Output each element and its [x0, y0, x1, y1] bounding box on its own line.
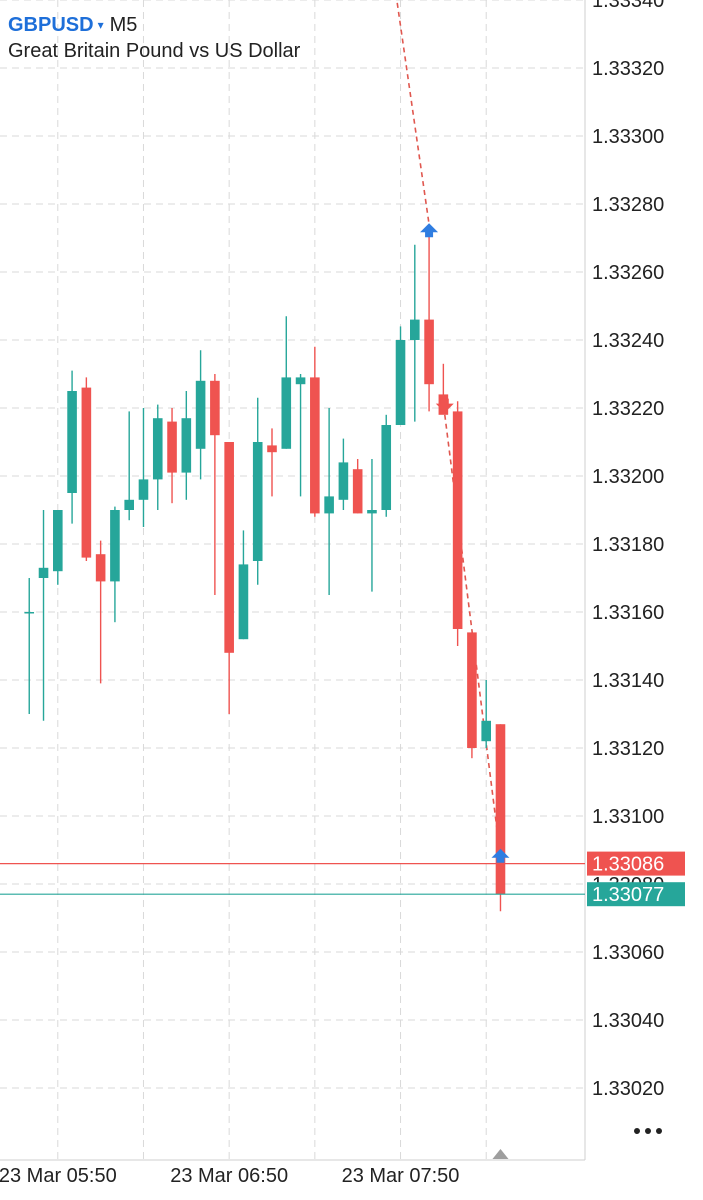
y-tick-label: 1.33160: [592, 602, 664, 624]
grid-lines: [0, 0, 586, 1161]
x-tick-label: 23 Mar 05:50: [0, 1165, 117, 1187]
buy-arrow-icon: [420, 223, 439, 238]
x-tick-label: 23 Mar 06:50: [170, 1165, 288, 1187]
candle-body-bullish: [138, 479, 149, 500]
y-tick-label: 1.33280: [592, 194, 664, 216]
x-tick-label: 23 Mar 07:50: [342, 1165, 460, 1187]
buy-arrow-icon: [491, 848, 510, 863]
trade-markers: [420, 223, 510, 863]
triangle-up-icon[interactable]: [492, 1149, 509, 1159]
candle-body-bearish: [352, 469, 363, 514]
candle-body-bullish: [53, 510, 63, 572]
price-axis[interactable]: 1.33340 1.33320 1.33300 1.33280 1.33260 1.332…: [592, 0, 664, 1100]
more-dots-icon[interactable]: [624, 1116, 672, 1146]
candle-body-bearish: [95, 554, 106, 582]
candle-body-bullish: [238, 564, 249, 640]
dot: [656, 1128, 662, 1134]
candle-body-bearish: [224, 442, 234, 653]
y-tick-label: 1.33300: [592, 126, 664, 148]
y-tick-label: 1.33240: [592, 330, 664, 352]
candle-body-bullish: [338, 462, 349, 500]
y-tick-label: 1.33260: [592, 262, 664, 284]
candle-body-bullish: [367, 510, 377, 514]
candle-body-bullish: [324, 496, 334, 514]
trade-connection-line: [395, 0, 430, 225]
candle-body-bearish: [424, 319, 434, 385]
chevron-down-icon[interactable]: ▾: [97, 18, 104, 32]
candle-body-bearish: [81, 387, 92, 558]
price-lines: [0, 862, 585, 895]
candle-body-bullish: [395, 340, 406, 425]
candle-body-bullish: [281, 377, 292, 449]
y-tick-label: 1.33200: [592, 466, 664, 488]
candle-body-bearish: [452, 411, 463, 629]
sell-arrow-icon: [435, 398, 454, 413]
timeframe-label[interactable]: M5: [109, 14, 138, 36]
y-tick-label: 1.33040: [592, 1010, 664, 1032]
candle-body-bullish: [38, 567, 49, 578]
price-tags: 1.33086 1.33077: [587, 851, 685, 907]
bid-price-tag: [587, 851, 685, 876]
candle-body-bearish: [167, 421, 177, 473]
candle-body-bullish: [295, 377, 306, 385]
candle-body-bullish: [381, 425, 392, 510]
time-axis[interactable]: 23 Mar 05:50 23 Mar 06:50 23 Mar 07:50: [0, 1149, 509, 1187]
y-tick-label: 1.33020: [592, 1078, 664, 1100]
candle-body-bullish: [110, 510, 120, 582]
candle-body-bearish: [310, 377, 320, 514]
y-tick-label: 1.33180: [592, 534, 664, 556]
candle-body-bullish: [124, 499, 134, 510]
candle-body-bearish: [267, 445, 277, 453]
candle-body-bearish: [495, 724, 506, 895]
candle-body-bullish: [181, 418, 192, 473]
y-tick-label: 1.33220: [592, 398, 664, 420]
candle-body-bullish: [67, 391, 77, 493]
bid-price-text: 1.33086: [592, 854, 664, 876]
y-tick-label: 1.33060: [592, 942, 664, 964]
ask-price-text: 1.33077: [592, 884, 664, 906]
candle-body-bullish: [152, 418, 163, 480]
y-tick-label: 1.33140: [592, 670, 664, 692]
chart-header: GBPUSD ▾ M5 Great Britain Pound vs US Do…: [8, 12, 300, 64]
y-tick-label: 1.33100: [592, 806, 664, 828]
ask-price-tag: [587, 882, 685, 907]
candle-body-bearish: [467, 632, 477, 748]
candle-body-bullish: [252, 442, 263, 561]
candle-body-bullish: [481, 720, 491, 742]
dot: [645, 1128, 651, 1134]
candle-body-bullish: [24, 612, 35, 614]
y-tick-label: 1.33120: [592, 738, 664, 760]
candle-body-bullish: [195, 380, 206, 449]
dot: [634, 1128, 640, 1134]
y-tick-label: 1.33340: [592, 0, 664, 12]
candle-body-bullish: [410, 319, 420, 340]
candles: [24, 227, 506, 912]
symbol-label[interactable]: GBPUSD: [8, 14, 94, 36]
y-tick-label: 1.33320: [592, 58, 664, 80]
symbol-row[interactable]: GBPUSD ▾ M5: [8, 12, 300, 38]
candle-body-bearish: [210, 380, 220, 436]
symbol-description: Great Britain Pound vs US Dollar: [8, 40, 301, 62]
